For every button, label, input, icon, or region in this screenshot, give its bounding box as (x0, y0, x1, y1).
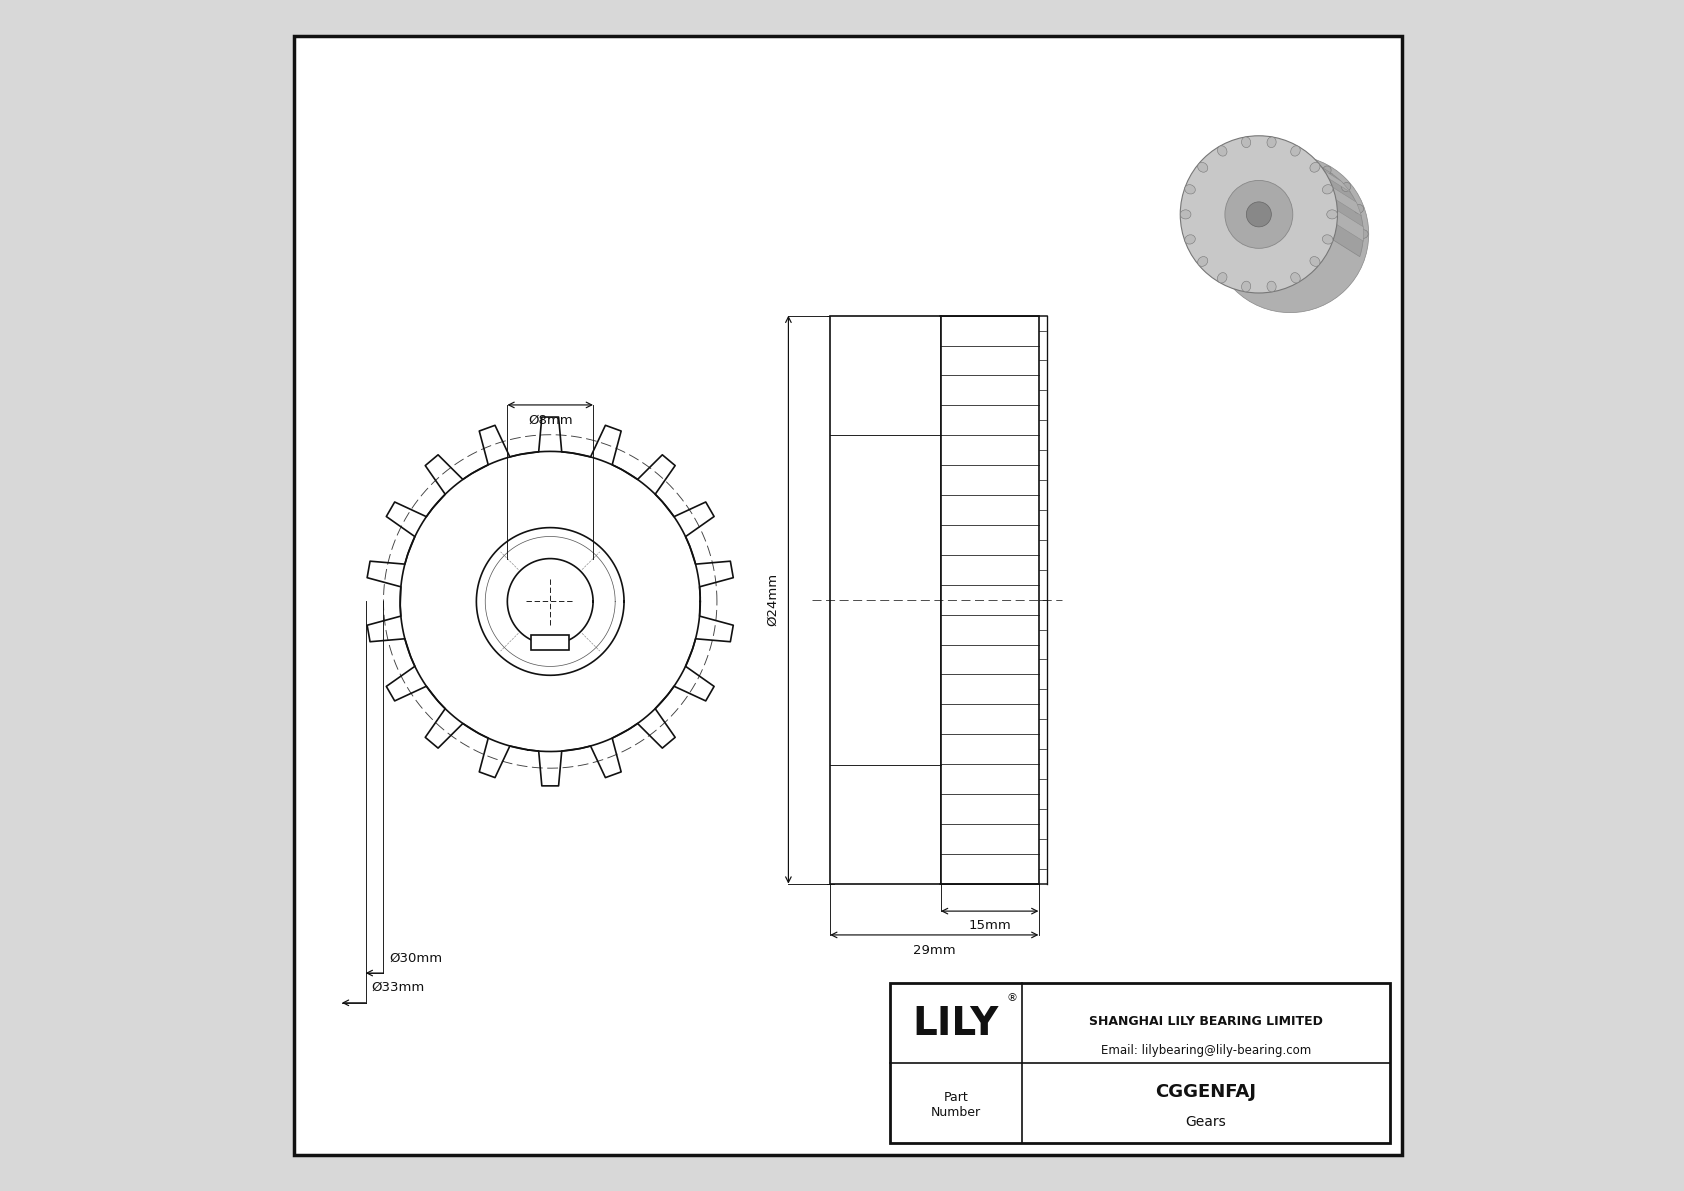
Ellipse shape (1250, 166, 1258, 175)
Bar (889, 983, 1389, 1143)
Ellipse shape (1354, 205, 1364, 213)
Bar (889, 983, 1389, 1143)
Text: ®: ® (1007, 993, 1017, 1003)
Text: Ø24mm: Ø24mm (766, 573, 780, 626)
Ellipse shape (1224, 181, 1293, 249)
Text: LILY: LILY (913, 1005, 999, 1043)
Polygon shape (1325, 182, 1361, 216)
Polygon shape (1332, 207, 1364, 241)
Ellipse shape (1359, 230, 1367, 238)
Ellipse shape (1266, 281, 1276, 292)
Ellipse shape (1327, 210, 1337, 219)
Ellipse shape (1322, 166, 1330, 175)
Ellipse shape (1197, 162, 1207, 173)
Bar (530, 635, 569, 650)
Bar (830, 316, 941, 884)
Ellipse shape (1186, 235, 1196, 244)
Text: 29mm: 29mm (913, 944, 955, 958)
Text: Email: lilybearing@lily-bearing.com: Email: lilybearing@lily-bearing.com (1101, 1043, 1312, 1056)
Polygon shape (1290, 148, 1334, 174)
Ellipse shape (1218, 145, 1228, 156)
Ellipse shape (1180, 210, 1191, 219)
Ellipse shape (1218, 273, 1228, 283)
Polygon shape (1189, 142, 1364, 257)
Text: 15mm: 15mm (968, 919, 1010, 933)
Ellipse shape (1310, 256, 1320, 267)
Text: Gears: Gears (1186, 1116, 1226, 1129)
Ellipse shape (1290, 145, 1300, 156)
Ellipse shape (1310, 162, 1320, 173)
Text: CGGENFAJ: CGGENFAJ (1155, 1083, 1256, 1100)
Text: Ø33mm: Ø33mm (372, 980, 424, 993)
Ellipse shape (1256, 200, 1324, 268)
Text: Ø30mm: Ø30mm (389, 952, 443, 965)
Ellipse shape (1266, 137, 1276, 148)
Ellipse shape (1290, 273, 1300, 283)
Ellipse shape (1241, 137, 1251, 148)
Ellipse shape (1211, 156, 1369, 313)
Ellipse shape (1322, 185, 1334, 194)
Ellipse shape (1241, 281, 1251, 292)
Ellipse shape (1322, 235, 1334, 244)
Ellipse shape (1342, 182, 1351, 192)
Text: Part
Number: Part Number (931, 1091, 982, 1118)
Ellipse shape (1273, 157, 1282, 167)
Text: Ø8mm: Ø8mm (527, 413, 573, 426)
Text: SHANGHAI LILY BEARING LIMITED: SHANGHAI LILY BEARING LIMITED (1090, 1015, 1324, 1028)
Bar (941, 316, 1039, 884)
Polygon shape (1310, 162, 1351, 193)
Ellipse shape (1197, 256, 1207, 267)
Ellipse shape (1186, 185, 1196, 194)
Ellipse shape (1246, 202, 1271, 227)
Ellipse shape (1229, 182, 1238, 192)
Ellipse shape (1216, 205, 1226, 213)
Ellipse shape (1180, 136, 1337, 293)
Ellipse shape (1298, 157, 1307, 167)
